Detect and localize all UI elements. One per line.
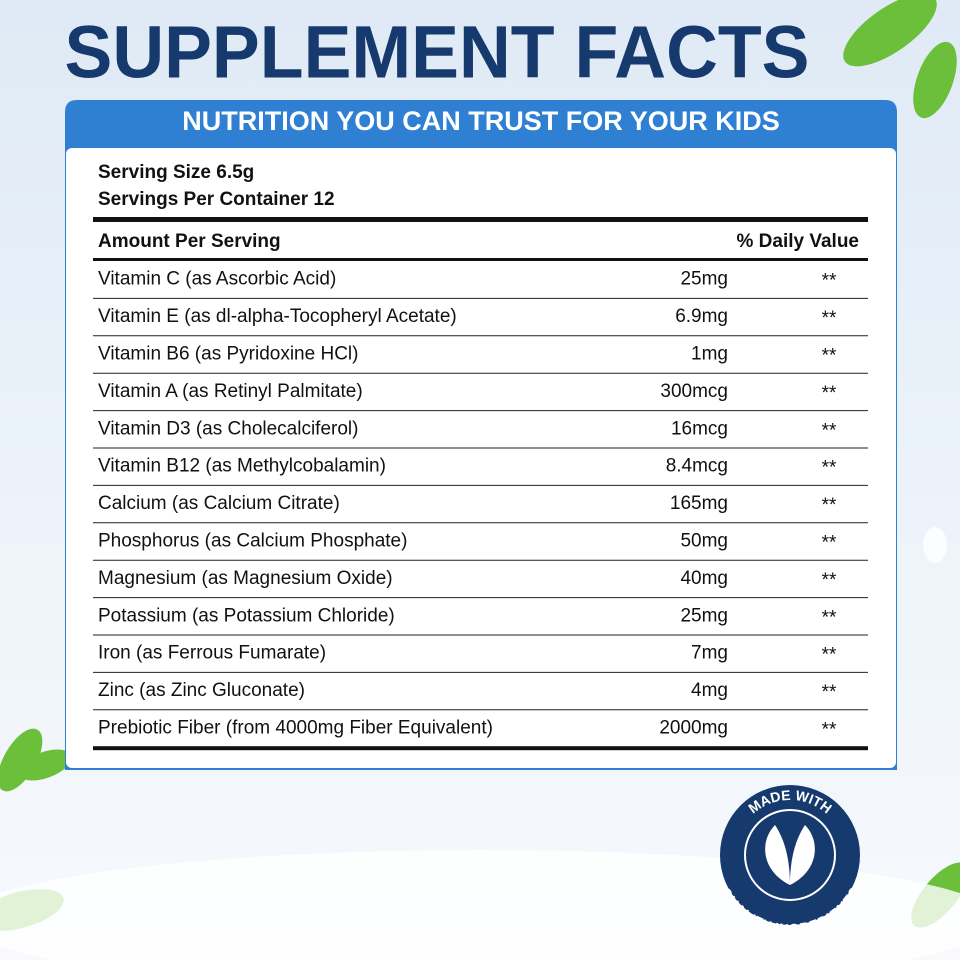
- nutrient-amount: 300mcg: [660, 381, 728, 402]
- daily-value: **: [822, 682, 837, 703]
- daily-value: **: [822, 607, 837, 628]
- nutrient-amount: 25mg: [680, 605, 728, 626]
- divider: [93, 746, 868, 751]
- nutrient-amount: 4mg: [691, 680, 728, 701]
- nutrient-name: Iron (as Ferrous Fumarate): [98, 643, 326, 664]
- nutrient-name: Prebiotic Fiber (from 4000mg Fiber Equiv…: [98, 718, 493, 739]
- nutrient-name: Vitamin D3 (as Cholecalciferol): [98, 418, 358, 439]
- nutrient-amount: 2000mg: [659, 718, 728, 739]
- banner-text: NUTRITION YOU CAN TRUST FOR YOUR KIDS: [182, 106, 780, 136]
- daily-value: **: [822, 383, 837, 404]
- nutrient-name: Vitamin E (as dl-alpha-Tocopheryl Acetat…: [98, 306, 457, 327]
- nutrient-amount: 50mg: [680, 531, 728, 552]
- column-header: Amount Per Serving: [98, 231, 281, 252]
- nutrient-name: Magnesium (as Magnesium Oxide): [98, 568, 393, 589]
- daily-value: **: [822, 645, 837, 666]
- nutrient-amount: 16mcg: [671, 418, 728, 439]
- nutrient-name: Vitamin B6 (as Pyridoxine HCl): [98, 344, 358, 365]
- divider: [93, 217, 868, 222]
- daily-value: **: [822, 346, 837, 367]
- nutrient-amount: 25mg: [680, 269, 728, 290]
- nutrient-amount: 165mg: [670, 493, 728, 514]
- divider: [93, 258, 868, 261]
- nutrient-name: Zinc (as Zinc Gluconate): [98, 680, 305, 701]
- nutrient-name: Potassium (as Potassium Chloride): [98, 605, 395, 626]
- servings-per-container: Servings Per Container 12: [98, 189, 335, 210]
- facts-panel: [66, 148, 896, 768]
- nutrient-amount: 1mg: [691, 344, 728, 365]
- table-rows: Vitamin C (as Ascorbic Acid) 25mg ** Vitami…: [93, 269, 868, 751]
- nutrient-name: Calcium (as Calcium Citrate): [98, 493, 340, 514]
- column-header: % Daily Value: [736, 231, 859, 252]
- nutrient-amount: 6.9mg: [675, 306, 728, 327]
- milk-splash: [0, 527, 960, 960]
- daily-value: **: [822, 458, 837, 479]
- daily-value: **: [822, 570, 837, 591]
- nutrient-amount: 7mg: [691, 643, 728, 664]
- daily-value: **: [822, 533, 837, 554]
- daily-value: **: [822, 420, 837, 441]
- nutrient-name: Vitamin B12 (as Methylcobalamin): [98, 456, 386, 477]
- daily-value: **: [822, 720, 837, 741]
- daily-value: **: [822, 495, 837, 516]
- serving-size: Serving Size 6.5g: [98, 162, 254, 183]
- nutrient-amount: 40mg: [680, 568, 728, 589]
- daily-value: **: [822, 308, 837, 329]
- nutrient-name: Vitamin C (as Ascorbic Acid): [98, 269, 336, 290]
- nutrient-name: Vitamin A (as Retinyl Palmitate): [98, 381, 363, 402]
- nutrient-name: Phosphorus (as Calcium Phosphate): [98, 531, 407, 552]
- title: SUPPLEMENT FACTS: [65, 11, 810, 94]
- nutrient-amount: 8.4mcg: [666, 456, 728, 477]
- daily-value: **: [822, 271, 837, 292]
